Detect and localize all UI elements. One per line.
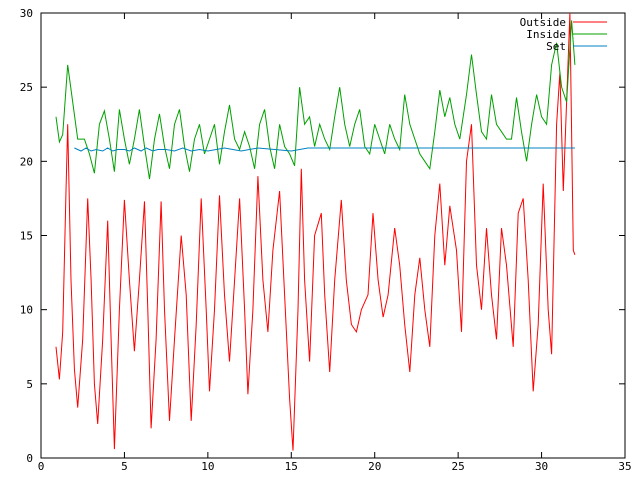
x-tick-label: 25 [452, 460, 465, 473]
y-tick-label: 20 [20, 155, 33, 168]
series-line-outside [55, 12, 576, 451]
series-line-inside [55, 20, 576, 180]
x-tick-label: 35 [618, 460, 631, 473]
x-axis: 0 5 10 15 20 25 30 35 [38, 13, 632, 473]
legend-label-outside: Outside [520, 16, 566, 29]
x-tick-label: 5 [121, 460, 128, 473]
y-tick-label: 10 [20, 304, 33, 317]
y-tick-label: 15 [20, 230, 33, 243]
x-tick-label: 30 [535, 460, 548, 473]
y-tick-label: 0 [26, 452, 33, 465]
legend-label-inside: Inside [526, 28, 566, 41]
x-tick-label: 10 [201, 460, 214, 473]
legend-label-set: Set [546, 40, 566, 53]
series-group [55, 12, 576, 451]
y-tick-label: 5 [26, 378, 33, 391]
y-axis: 0 5 10 15 20 25 30 [20, 7, 625, 465]
x-tick-label: 15 [285, 460, 298, 473]
y-tick-label: 30 [20, 7, 33, 20]
plot-frame [40, 12, 626, 459]
x-tick-label: 0 [38, 460, 45, 473]
series-line-set [74, 147, 575, 152]
y-tick-label: 25 [20, 81, 33, 94]
x-tick-label: 20 [368, 460, 381, 473]
